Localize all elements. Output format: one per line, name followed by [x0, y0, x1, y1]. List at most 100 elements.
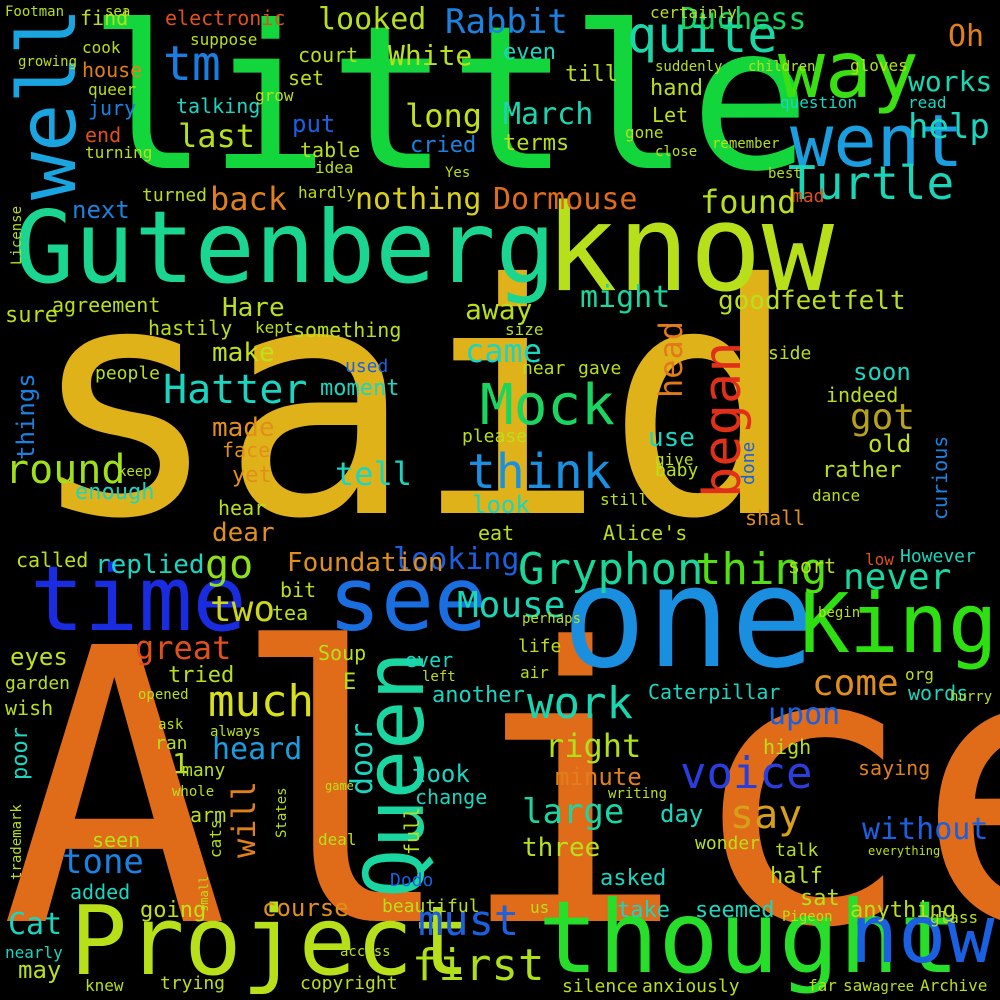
- word: used: [345, 356, 389, 377]
- word: arm: [190, 803, 227, 827]
- word: Footman: [5, 4, 65, 20]
- word: know: [545, 180, 834, 319]
- word: saw: [843, 976, 872, 995]
- word: hear: [218, 496, 267, 520]
- word: added: [70, 880, 131, 904]
- word: hand: [650, 76, 703, 101]
- word: children: [748, 59, 816, 75]
- word: might: [580, 280, 671, 315]
- word: house: [82, 58, 143, 82]
- word: make: [212, 338, 275, 368]
- word: back: [210, 180, 288, 218]
- word: copyright: [300, 973, 398, 994]
- word: Mock: [480, 373, 615, 438]
- word: going: [140, 898, 207, 923]
- word: little: [88, 0, 811, 216]
- word: ask: [158, 717, 184, 733]
- word: till: [565, 62, 618, 87]
- word: will: [225, 780, 263, 858]
- word: asked: [600, 866, 667, 891]
- word: looking: [393, 542, 520, 577]
- word: yet: [232, 463, 272, 488]
- word: quite: [627, 6, 778, 64]
- word: grow: [255, 86, 294, 105]
- word: court: [298, 43, 359, 67]
- word: idea: [315, 158, 354, 177]
- word: enough: [75, 480, 155, 505]
- word: please: [462, 426, 528, 447]
- word: Archive: [920, 976, 988, 995]
- word: took: [412, 760, 470, 788]
- word: put: [292, 110, 336, 138]
- word: Hatter: [163, 367, 308, 413]
- word: mad: [792, 186, 825, 207]
- word: Project: [70, 887, 471, 997]
- word: ran: [155, 733, 188, 754]
- word: half: [770, 864, 823, 889]
- word: growing: [18, 54, 78, 70]
- word: curious: [928, 435, 952, 520]
- word: gave: [578, 358, 622, 379]
- word: see: [328, 548, 487, 651]
- word: low: [865, 550, 894, 569]
- word: gloves: [850, 56, 908, 75]
- word: tea: [272, 601, 309, 625]
- word: things: [12, 373, 40, 460]
- word: begin: [818, 605, 861, 621]
- word: said: [28, 217, 799, 589]
- word: three: [522, 833, 601, 863]
- word: tell: [335, 455, 413, 493]
- word: life: [518, 636, 562, 657]
- word: org: [905, 665, 934, 684]
- word: read: [908, 93, 947, 112]
- word: agreement: [52, 293, 161, 317]
- word: hastily: [148, 316, 233, 340]
- word: help: [908, 107, 990, 147]
- word: look: [472, 491, 530, 519]
- word: far: [808, 976, 837, 995]
- word: heard: [212, 732, 303, 767]
- word: high: [763, 735, 812, 759]
- word: cats: [206, 819, 225, 858]
- word: another: [432, 683, 525, 708]
- word: poor: [8, 727, 33, 780]
- word: well: [1, 7, 94, 200]
- word: baby: [655, 460, 699, 481]
- word: round: [5, 447, 126, 493]
- word: nearly: [5, 943, 63, 962]
- word: talking: [176, 94, 261, 118]
- word: turned: [142, 185, 208, 206]
- word: minute: [555, 763, 642, 791]
- word: first: [412, 940, 545, 991]
- word: agree: [872, 979, 915, 995]
- word: use: [648, 423, 695, 453]
- word: wonder: [695, 833, 761, 854]
- word: come: [812, 663, 899, 704]
- word: Mouse: [457, 585, 566, 626]
- word: time: [30, 547, 247, 652]
- word: E: [343, 670, 357, 695]
- word: left: [422, 669, 456, 685]
- word: last: [178, 117, 256, 155]
- word: think: [467, 444, 612, 500]
- word: face: [222, 438, 271, 462]
- word: trademark: [9, 804, 25, 880]
- word: dear: [212, 518, 275, 548]
- word: Oh: [948, 19, 985, 54]
- word: Pigeon: [782, 909, 833, 925]
- word: near: [522, 358, 566, 379]
- word: felt: [843, 286, 906, 316]
- word: shall: [745, 506, 806, 530]
- word: soon: [853, 358, 911, 386]
- word: Hare: [222, 293, 285, 323]
- word: Duchess: [680, 2, 807, 37]
- word: suppose: [190, 30, 258, 49]
- word: nothing: [355, 182, 482, 217]
- word: Soup: [318, 641, 367, 665]
- word: sure: [5, 303, 58, 328]
- word: queer: [88, 80, 137, 99]
- word: beautiful: [382, 896, 480, 917]
- word: Gutenberg: [14, 189, 556, 306]
- word: people: [95, 363, 161, 384]
- word: called: [16, 548, 89, 572]
